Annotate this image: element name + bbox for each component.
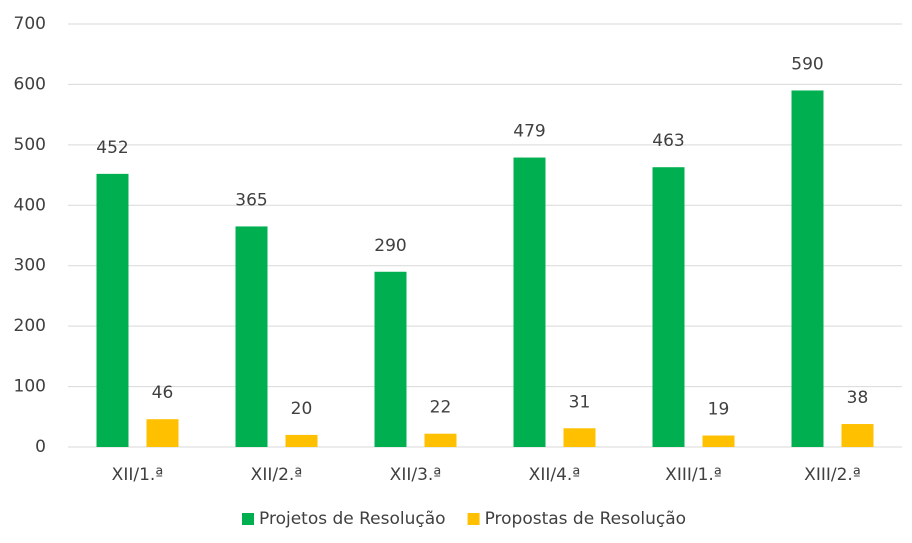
bar	[841, 424, 874, 447]
legend-label: Propostas de Resolução	[485, 509, 686, 529]
bar	[702, 435, 735, 447]
data-label: 38	[847, 388, 869, 408]
x-tick-label: XII/2.ª	[251, 465, 303, 485]
x-tick-label: XII/1.ª	[112, 465, 164, 485]
data-label: 22	[430, 398, 452, 418]
y-tick-label: 600	[14, 74, 46, 94]
x-tick-label: XIII/1.ª	[665, 465, 722, 485]
y-tick-label: 0	[35, 437, 46, 457]
data-label: 20	[291, 399, 313, 419]
data-label: 31	[569, 392, 591, 412]
bar	[285, 434, 318, 447]
data-label: 463	[652, 131, 684, 151]
data-label: 590	[791, 54, 823, 74]
data-label: 452	[96, 138, 128, 158]
data-label: 290	[374, 236, 406, 256]
y-tick-label: 300	[14, 256, 46, 276]
x-tick-label: XIII/2.ª	[804, 465, 861, 485]
bar	[513, 157, 546, 447]
x-tick-label: XII/3.ª	[390, 465, 442, 485]
bar	[96, 173, 129, 447]
bar	[652, 167, 685, 448]
bar	[235, 226, 268, 447]
bar	[563, 428, 596, 447]
data-label: 46	[152, 383, 174, 403]
data-label: 479	[513, 122, 545, 142]
y-tick-label: 500	[14, 135, 46, 155]
x-tick-label: XII/4.ª	[529, 465, 581, 485]
bar	[791, 90, 824, 447]
bar	[374, 271, 407, 447]
y-tick-label: 400	[14, 195, 46, 215]
y-tick-label: 100	[14, 377, 46, 397]
y-tick-label: 200	[14, 316, 46, 336]
bar	[424, 433, 457, 447]
data-label: 19	[708, 400, 730, 420]
legend-swatch	[242, 513, 254, 525]
data-label: 365	[235, 190, 267, 210]
legend-swatch	[467, 513, 480, 525]
legend-label: Projetos de Resolução	[259, 509, 446, 529]
y-tick-label: 700	[14, 14, 46, 34]
bar	[146, 419, 179, 447]
